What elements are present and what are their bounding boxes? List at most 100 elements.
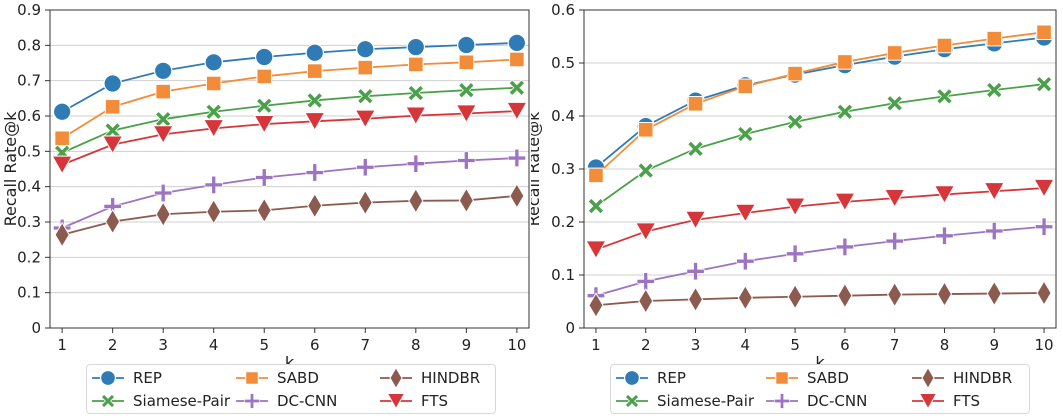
series-siamese-pair — [587, 75, 1053, 215]
legend-marker — [380, 393, 412, 410]
data-point — [305, 43, 325, 63]
data-point — [206, 198, 222, 225]
data-point — [686, 262, 705, 281]
data-point — [837, 54, 853, 70]
x-tick-label: 3 — [158, 336, 168, 354]
data-point — [304, 112, 326, 131]
x-axis-label: k — [285, 353, 295, 364]
data-point — [507, 33, 527, 53]
legend-item-sabd: SABD — [235, 367, 319, 389]
legend-marker — [92, 369, 124, 387]
x-tick-label: 9 — [989, 336, 999, 354]
y-tick-label: 0.6 — [17, 107, 41, 125]
series-line — [595, 292, 1045, 307]
data-point — [637, 122, 654, 138]
legend-label: REP — [133, 369, 162, 387]
y-tick-label: 0.2 — [17, 248, 41, 266]
legend-marker — [912, 393, 944, 410]
legend-label: DC-CNN — [277, 392, 338, 410]
data-point — [407, 84, 425, 102]
series-rep — [52, 33, 527, 122]
data-point — [507, 149, 526, 168]
data-point — [737, 78, 754, 95]
series-siamese-pair — [53, 79, 526, 162]
y-tick-label: 0.6 — [551, 1, 575, 19]
data-point — [635, 222, 657, 242]
data-point — [837, 282, 853, 309]
legend-label: FTS — [421, 392, 449, 410]
data-point — [154, 184, 173, 203]
data-point — [936, 37, 953, 54]
legend-item-hindbr: HINDBR — [911, 367, 1012, 389]
data-point — [588, 167, 604, 184]
data-point — [835, 237, 854, 256]
data-point — [786, 244, 805, 263]
data-point — [885, 232, 904, 251]
series-line — [61, 157, 517, 229]
legend-item-siamese-pair: Siamese-Pair — [91, 390, 230, 412]
series-line — [595, 36, 1045, 169]
x-tick-label: 1 — [591, 336, 601, 354]
legend-marker — [616, 369, 648, 387]
data-point — [54, 130, 70, 147]
x-tick-label: 6 — [840, 336, 850, 354]
data-point — [787, 65, 803, 82]
legend-marker — [766, 393, 798, 409]
series-fts — [51, 101, 528, 175]
legend-label: HINDBR — [421, 369, 481, 387]
legend-label: REP — [657, 369, 686, 387]
series-line — [61, 86, 517, 154]
data-point — [836, 103, 854, 121]
data-point — [585, 240, 607, 260]
y-axis-label: Recall Rate@k — [531, 111, 543, 227]
plus-icon — [774, 393, 790, 409]
data-point — [406, 154, 425, 173]
data-point — [154, 110, 172, 128]
data-point — [684, 210, 707, 230]
y-tick-label: 0.5 — [17, 142, 41, 160]
data-point — [1035, 75, 1053, 93]
data-point — [152, 125, 174, 145]
data-point — [935, 226, 954, 245]
data-point — [357, 189, 373, 216]
data-point — [588, 292, 604, 319]
data-point — [787, 283, 803, 310]
data-point — [103, 74, 122, 93]
square-icon — [775, 371, 789, 385]
data-point — [1036, 24, 1052, 41]
data-point — [736, 252, 755, 271]
legend-marker — [616, 393, 648, 409]
data-point — [204, 53, 223, 72]
data-point — [105, 208, 121, 235]
x-tick-label: 6 — [310, 336, 320, 354]
x-tick-label: 2 — [108, 336, 118, 354]
data-point — [508, 79, 526, 96]
legend-marker — [92, 393, 124, 409]
data-point — [985, 81, 1003, 99]
data-point — [985, 222, 1004, 240]
data-point — [408, 187, 424, 214]
legend-item-rep: REP — [91, 367, 162, 389]
data-point — [354, 109, 376, 129]
data-point — [884, 188, 906, 208]
chart-left: 0 0.1 0.2 0.3 0.4 0.5 0.6 0.7 0.8 0.9 1 2 3 4 5 6 7 8 9 10 k… — [1, 1, 530, 364]
data-point — [307, 192, 323, 219]
data-point — [205, 103, 222, 121]
y-tick-label: 0 — [565, 319, 575, 337]
data-point — [834, 192, 856, 212]
data-point — [357, 87, 374, 105]
data-point — [986, 30, 1003, 47]
circle-icon — [99, 369, 117, 387]
y-tick-label: 0.3 — [17, 213, 41, 231]
x-tick-label: 2 — [641, 336, 651, 354]
series-dc-cnn — [586, 217, 1054, 305]
legend-marker — [766, 371, 798, 385]
data-point — [936, 281, 953, 307]
series-line — [595, 187, 1045, 251]
data-point — [506, 101, 528, 121]
data-point — [737, 125, 754, 143]
series-hindbr — [588, 280, 1052, 319]
series-line — [61, 41, 517, 113]
data-point — [51, 155, 73, 175]
x-tick-label: 5 — [790, 336, 800, 354]
